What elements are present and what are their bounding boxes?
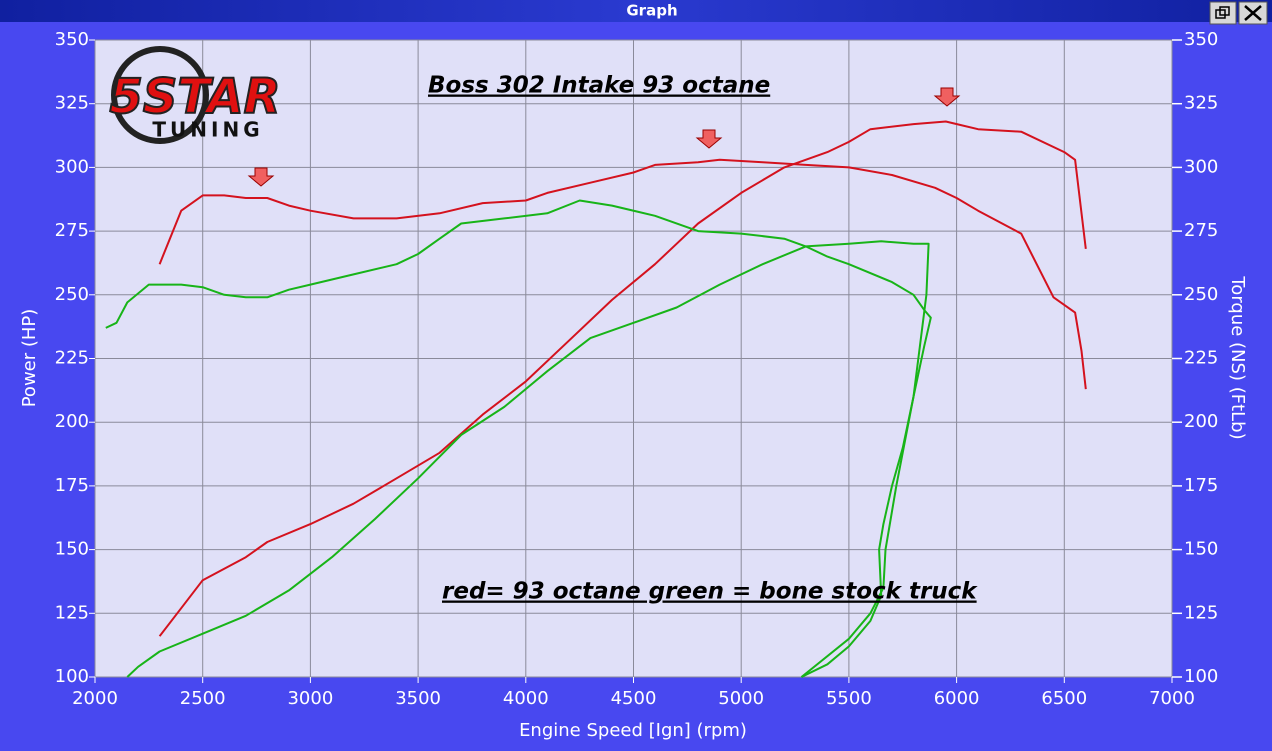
logo-subtitle: TUNING [152,118,263,142]
x-tick-label: 4000 [503,688,549,709]
y2-tick-label: 125 [1184,602,1218,623]
y-tick-label: 100 [55,666,89,687]
y2-tick-label: 250 [1184,284,1218,305]
y2-tick-label: 100 [1184,666,1218,687]
y2-axis-title: Torque (NS) (FtLb) [1227,275,1248,439]
y-tick-label: 275 [55,220,89,241]
x-tick-label: 3500 [395,688,441,709]
y2-tick-label: 200 [1184,411,1218,432]
y-tick-label: 175 [55,475,89,496]
title-bar [0,0,1272,22]
restore-button[interactable] [1209,1,1237,25]
y-tick-label: 325 [55,93,89,114]
y-tick-label: 350 [55,29,89,50]
x-axis-title: Engine Speed [Ign] (rpm) [519,720,747,741]
x-tick-label: 5000 [718,688,764,709]
y-tick-label: 150 [55,539,89,560]
y2-tick-label: 350 [1184,29,1218,50]
x-tick-label: 2000 [72,688,118,709]
peak-arrow [933,87,961,107]
y2-tick-label: 300 [1184,156,1218,177]
y2-tick-label: 275 [1184,220,1218,241]
data-line [126,240,930,678]
x-tick-label: 5500 [826,688,872,709]
y2-tick-label: 150 [1184,539,1218,560]
close-icon [1244,5,1262,21]
window-title: Graph [626,2,677,20]
logo-brand: 5STAR [109,69,280,125]
y-tick-label: 200 [55,411,89,432]
data-line [158,158,1087,390]
y2-tick-label: 325 [1184,93,1218,114]
y-tick-label: 125 [55,602,89,623]
peak-arrow [247,167,275,187]
y-axis-title: Power (HP) [19,309,40,408]
x-tick-label: 6000 [934,688,980,709]
y-tick-label: 300 [55,156,89,177]
data-line [158,120,1087,637]
x-tick-label: 7000 [1149,688,1195,709]
data-line [105,199,932,678]
peak-arrow [695,129,723,149]
y-tick-label: 225 [55,348,89,369]
x-tick-label: 2500 [180,688,226,709]
x-tick-label: 4500 [611,688,657,709]
y2-tick-label: 225 [1184,348,1218,369]
x-tick-label: 6500 [1041,688,1087,709]
logo: 5STAR TUNING [108,46,282,144]
x-tick-label: 3000 [287,688,333,709]
y2-tick-label: 175 [1184,475,1218,496]
annotation: Boss 302 Intake 93 octane [428,73,770,99]
annotation: red= 93 octane green = bone stock truck [442,579,978,605]
logo-ring [111,46,209,144]
y-tick-label: 250 [55,284,89,305]
restore-icon [1219,6,1230,16]
